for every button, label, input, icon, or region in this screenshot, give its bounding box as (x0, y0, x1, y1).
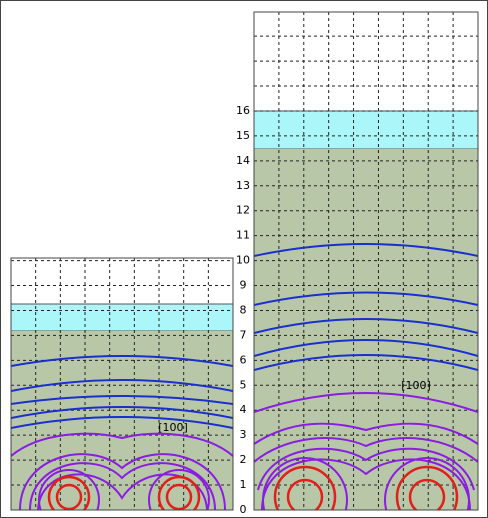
panel-border (10, 257, 234, 511)
contour (254, 291, 478, 306)
y-tick-label: 6 (240, 353, 247, 366)
y-tick-label: 7 (240, 328, 247, 341)
y-tick-label: 9 (240, 279, 247, 292)
y-tick-label: 13 (236, 179, 250, 192)
contour (11, 379, 233, 392)
contours (254, 243, 478, 510)
cyan-layer (254, 110, 478, 150)
y-tick-label: 8 (240, 303, 247, 316)
contour (262, 457, 348, 510)
contour (11, 355, 233, 367)
contour (19, 453, 226, 510)
y-tick-label: 2 (240, 453, 247, 466)
direction-label: [100] (401, 379, 431, 392)
y-tick-label: 16 (236, 104, 250, 117)
cyan-layer (11, 303, 233, 332)
contour (395, 465, 459, 510)
contour (286, 478, 324, 510)
contour (257, 447, 475, 491)
contour (55, 483, 83, 510)
contour (11, 395, 233, 405)
contour (165, 483, 193, 510)
green-layer (254, 149, 478, 510)
contour (261, 458, 471, 510)
y-tick-label: 0 (240, 503, 247, 516)
y-tick-label: 3 (240, 428, 247, 441)
right-panel: [100] (254, 12, 478, 510)
contour (273, 465, 337, 510)
contour (384, 457, 470, 510)
contour (29, 462, 216, 510)
contour (157, 475, 201, 510)
contour (254, 422, 478, 445)
contour (254, 354, 478, 371)
contour (11, 416, 233, 429)
y-tick-label: 10 (236, 254, 250, 267)
direction-label: [100] (158, 421, 188, 434)
y-tick-label: 15 (236, 129, 250, 142)
y-tick-label: 12 (236, 204, 250, 217)
y-tick-label: 14 (236, 154, 250, 167)
panel-border (253, 11, 479, 511)
contours (11, 355, 233, 510)
contour (254, 339, 478, 357)
y-tick-label: 1 (240, 478, 247, 491)
y-tick-label: 5 (240, 378, 247, 391)
contour (254, 318, 478, 334)
contour (11, 432, 233, 457)
y-tick-label: 4 (240, 403, 247, 416)
contour (47, 475, 91, 510)
contour (38, 469, 100, 510)
contour (254, 437, 478, 463)
contour (148, 469, 210, 510)
left-panel: [100] (11, 258, 233, 510)
grid (254, 12, 478, 510)
contour (254, 392, 478, 413)
y-tick-label: 11 (236, 229, 250, 242)
contour (408, 478, 446, 510)
contour (254, 243, 478, 257)
contour (11, 406, 233, 419)
